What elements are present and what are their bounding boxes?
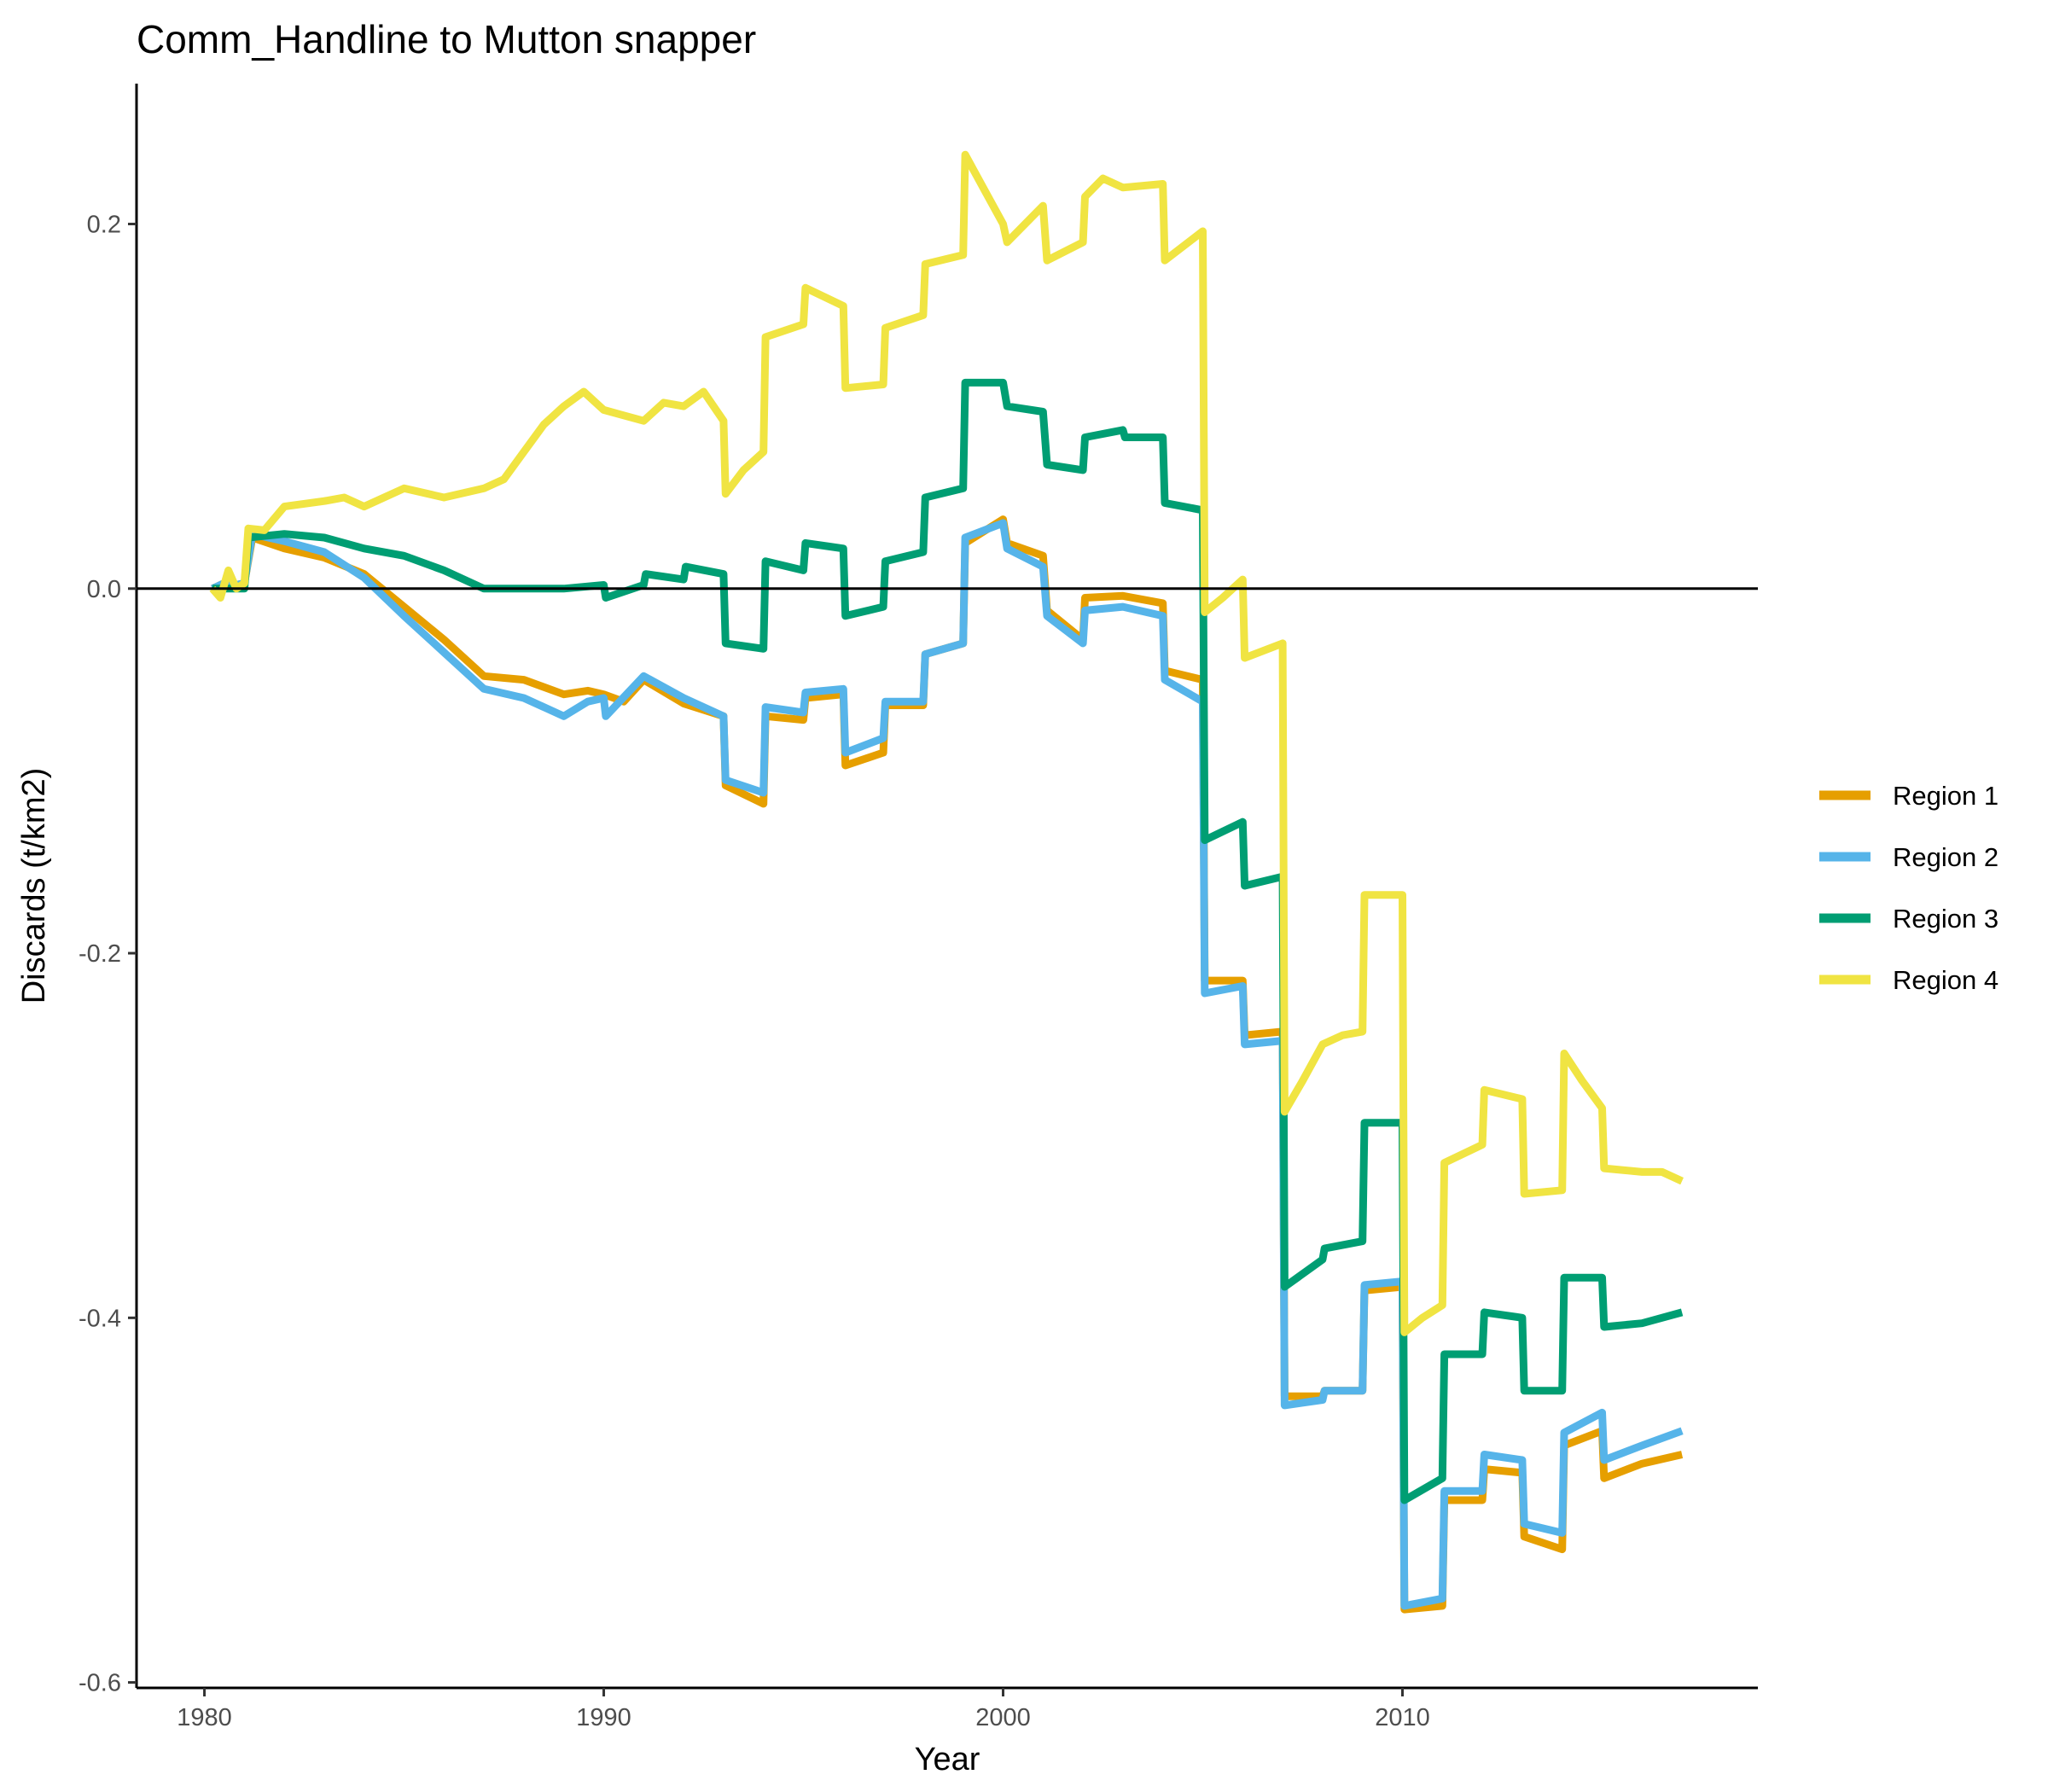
series-line-region-3 <box>212 378 1684 1504</box>
legend-label-region-1: Region 1 <box>1893 781 1999 811</box>
y-tick-label: -0.6 <box>79 1670 121 1697</box>
x-axis-title: Year <box>915 1742 980 1777</box>
y-axis-ticks: -0.6 -0.4 -0.2 0.0 0.2 <box>79 212 137 1697</box>
y-tick-label: -0.4 <box>79 1305 121 1332</box>
legend-label-region-2: Region 2 <box>1893 842 1999 872</box>
x-tick-label: 2000 <box>975 1704 1031 1731</box>
legend-label-region-3: Region 3 <box>1893 904 1999 934</box>
series-group <box>209 150 1684 1614</box>
x-tick-label: 1990 <box>576 1704 631 1731</box>
y-axis-title: Discards (t/km2) <box>16 768 52 1004</box>
x-tick-label: 1980 <box>177 1704 232 1731</box>
chart-title: Comm_Handline to Mutton snapper <box>137 17 756 61</box>
y-tick-label: 0.2 <box>87 212 121 239</box>
legend-label-region-4: Region 4 <box>1893 965 1999 995</box>
series-line-region-4 <box>209 150 1684 1336</box>
x-axis-ticks: 1980 1990 2000 2010 <box>177 1688 1430 1731</box>
y-tick-label: 0.0 <box>87 576 121 603</box>
x-tick-label: 2010 <box>1375 1704 1430 1731</box>
legend: Region 1 Region 2 Region 3 Region 4 <box>1819 781 1999 995</box>
series-line-region-2 <box>211 519 1684 1610</box>
y-tick-label: -0.2 <box>79 940 121 968</box>
